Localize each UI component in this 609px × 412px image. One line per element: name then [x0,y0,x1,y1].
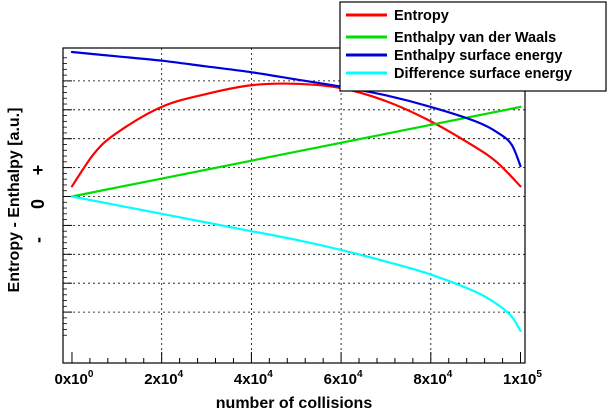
grid [63,48,525,363]
x-tick-labels: 0x100 2x104 4x104 6x104 8x104 1x105 [55,369,543,388]
y-sign-plus: + [28,165,48,176]
y-sign-zero: 0 [28,199,48,209]
x-axis-title: number of collisions [216,395,373,412]
y-sign-minus: - [28,237,48,243]
series-line-entropy [70,82,522,188]
legend-label-difference-surface: Difference surface energy [394,66,572,82]
x-tick-label: 2x104 [144,369,183,388]
legend-label-enthalpy-surface: Enthalpy surface energy [394,48,562,64]
legend-label-entropy: Entropy [394,8,449,24]
y-axis-title: Entropy - Enthalpy [a.u.] [6,108,23,293]
x-tick-label: 1x105 [503,369,542,388]
x-tick-label: 4x104 [234,369,273,388]
axis-ticks [63,57,522,363]
legend: Entropy Enthalpy van der Waals Enthalpy … [339,1,607,92]
x-tick-label: 8x104 [413,369,452,388]
legend-label-enthalpy-vdw: Enthalpy van der Waals [394,30,556,46]
series-line-difference-surface-energy [70,195,522,332]
x-tick-label: 6x104 [324,369,363,388]
x-tick-label: 0x100 [55,369,94,388]
series-line-enthalpy-van-der-waals [70,105,522,198]
plot-frame [62,47,526,364]
legend-box [339,1,607,92]
